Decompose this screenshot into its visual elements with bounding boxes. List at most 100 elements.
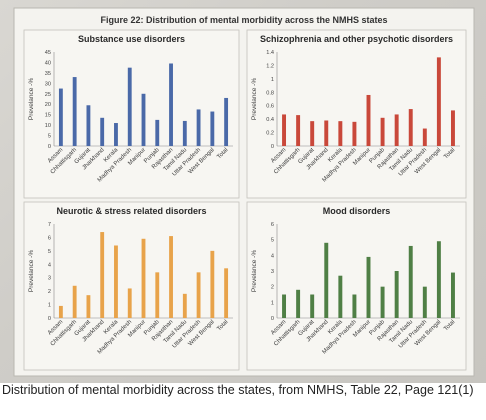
y-tick-label: 1 <box>271 77 274 83</box>
bar-total <box>450 272 455 318</box>
bar-tamil-nadu <box>408 245 413 318</box>
bar-chhattisgarh <box>296 289 301 318</box>
y-tick-label: 10 <box>45 123 51 129</box>
y-tick-label: 0 <box>48 316 51 322</box>
bar-west-bengal <box>210 111 215 146</box>
bar-chhattisgarh <box>72 285 77 318</box>
bar-madhya-pradesh <box>127 288 132 318</box>
bar-chhattisgarh <box>72 77 77 146</box>
bar-west-bengal <box>436 57 441 146</box>
bar-uttar-pradesh <box>422 286 427 318</box>
y-tick-label: 6 <box>48 235 51 241</box>
y-tick-label: 15 <box>45 113 51 119</box>
chart-frame <box>23 201 240 371</box>
figure-svg: Figure 22: Distribution of mental morbid… <box>13 7 475 377</box>
bar-uttar-pradesh <box>196 109 201 146</box>
bar-total <box>224 268 229 318</box>
figure-caption: Distribution of mental morbidity across … <box>2 383 474 397</box>
bar-kerala <box>338 121 343 146</box>
y-tick-label: 1.2 <box>266 63 274 69</box>
y-tick-label: 4 <box>271 253 274 259</box>
y-tick-label: 2 <box>48 289 51 295</box>
bar-assam <box>282 114 287 146</box>
y-tick-label: 5 <box>48 134 51 140</box>
bar-total <box>224 97 229 146</box>
y-tick-label: 25 <box>45 92 51 98</box>
bar-punjab <box>155 272 160 318</box>
bar-kerala <box>338 275 343 318</box>
bar-jharkhand <box>324 242 329 318</box>
bar-kerala <box>114 123 118 146</box>
bar-rajasthan <box>394 114 399 146</box>
y-tick-label: 6 <box>271 222 274 228</box>
y-tick-label: 1 <box>48 303 51 309</box>
bar-madhya-pradesh <box>127 67 132 146</box>
y-tick-label: 0 <box>48 144 51 150</box>
figure-title: Figure 22: Distribution of mental morbid… <box>100 15 387 25</box>
y-tick-label: 7 <box>48 222 51 228</box>
bar-tamil-nadu <box>182 120 187 146</box>
bar-jharkhand <box>324 120 329 146</box>
y-tick-label: 5 <box>48 249 51 255</box>
bar-assam <box>58 305 63 318</box>
bar-uttar-pradesh <box>422 128 427 146</box>
y-tick-label: 0 <box>271 144 274 150</box>
y-tick-label: 45 <box>45 50 51 56</box>
bar-manipur <box>366 94 371 146</box>
bar-chhattisgarh <box>296 115 301 146</box>
chart-panel-3: Neurotic & stress related disorders 0 1 2 3 4… <box>23 201 240 371</box>
bar-west-bengal <box>210 250 215 318</box>
y-axis-label: Prevelance -% <box>251 78 258 120</box>
chart-title: Neurotic & stress related disorders <box>56 206 206 216</box>
y-axis-label: Prevelance -% <box>251 250 258 292</box>
bar-tamil-nadu <box>182 293 187 318</box>
y-tick-label: 30 <box>45 81 51 87</box>
y-tick-label: 0.8 <box>266 90 274 96</box>
y-tick-label: 0 <box>271 316 274 322</box>
bar-gujarat <box>86 295 91 318</box>
y-tick-label: 0.2 <box>266 131 274 137</box>
bar-rajasthan <box>169 236 173 318</box>
bar-jharkhand <box>100 117 105 146</box>
y-tick-label: 40 <box>45 60 51 66</box>
chart-frame <box>246 201 467 371</box>
y-tick-label: 0.6 <box>266 104 274 110</box>
bar-assam <box>282 294 287 318</box>
chart-title: Schizophrenia and other psychotic disord… <box>260 34 453 44</box>
bar-jharkhand <box>100 232 105 318</box>
bar-kerala <box>114 245 118 318</box>
bar-west-bengal <box>436 241 441 318</box>
y-tick-label: 4 <box>48 262 51 268</box>
chart-frame <box>246 29 467 199</box>
y-tick-label: 3 <box>48 276 51 282</box>
y-tick-label: 3 <box>271 269 274 275</box>
y-tick-label: 1 <box>271 300 274 306</box>
y-tick-label: 35 <box>45 71 51 77</box>
chart-panel-2: Schizophrenia and other psychotic disord… <box>246 29 467 199</box>
y-tick-label: 5 <box>271 238 274 244</box>
bar-assam <box>58 88 63 146</box>
bar-manipur <box>141 238 146 318</box>
bar-punjab <box>380 117 385 146</box>
figure-photo: Figure 22: Distribution of mental morbid… <box>0 0 486 383</box>
y-tick-label: 2 <box>271 285 274 291</box>
y-axis-label: Prevelance -% <box>28 250 35 292</box>
bar-tamil-nadu <box>408 109 413 146</box>
bar-madhya-pradesh <box>352 294 357 318</box>
y-axis-label: Prevelance -% <box>28 78 35 120</box>
bar-madhya-pradesh <box>352 121 357 146</box>
chart-title: Mood disorders <box>323 206 391 216</box>
bar-gujarat <box>86 105 91 146</box>
bar-total <box>450 110 455 146</box>
y-tick-label: 1.4 <box>266 50 274 56</box>
bar-manipur <box>366 256 371 318</box>
chart-title: Substance use disorders <box>78 34 185 44</box>
chart-panel-1: Substance use disorders 0 5 10 15 20 25 30 35 40 4… <box>23 29 240 199</box>
bar-rajasthan <box>169 63 173 146</box>
bar-punjab <box>380 286 385 318</box>
bar-gujarat <box>310 294 315 318</box>
bar-uttar-pradesh <box>196 272 201 318</box>
y-tick-label: 0.4 <box>266 117 274 123</box>
bar-manipur <box>141 93 146 146</box>
